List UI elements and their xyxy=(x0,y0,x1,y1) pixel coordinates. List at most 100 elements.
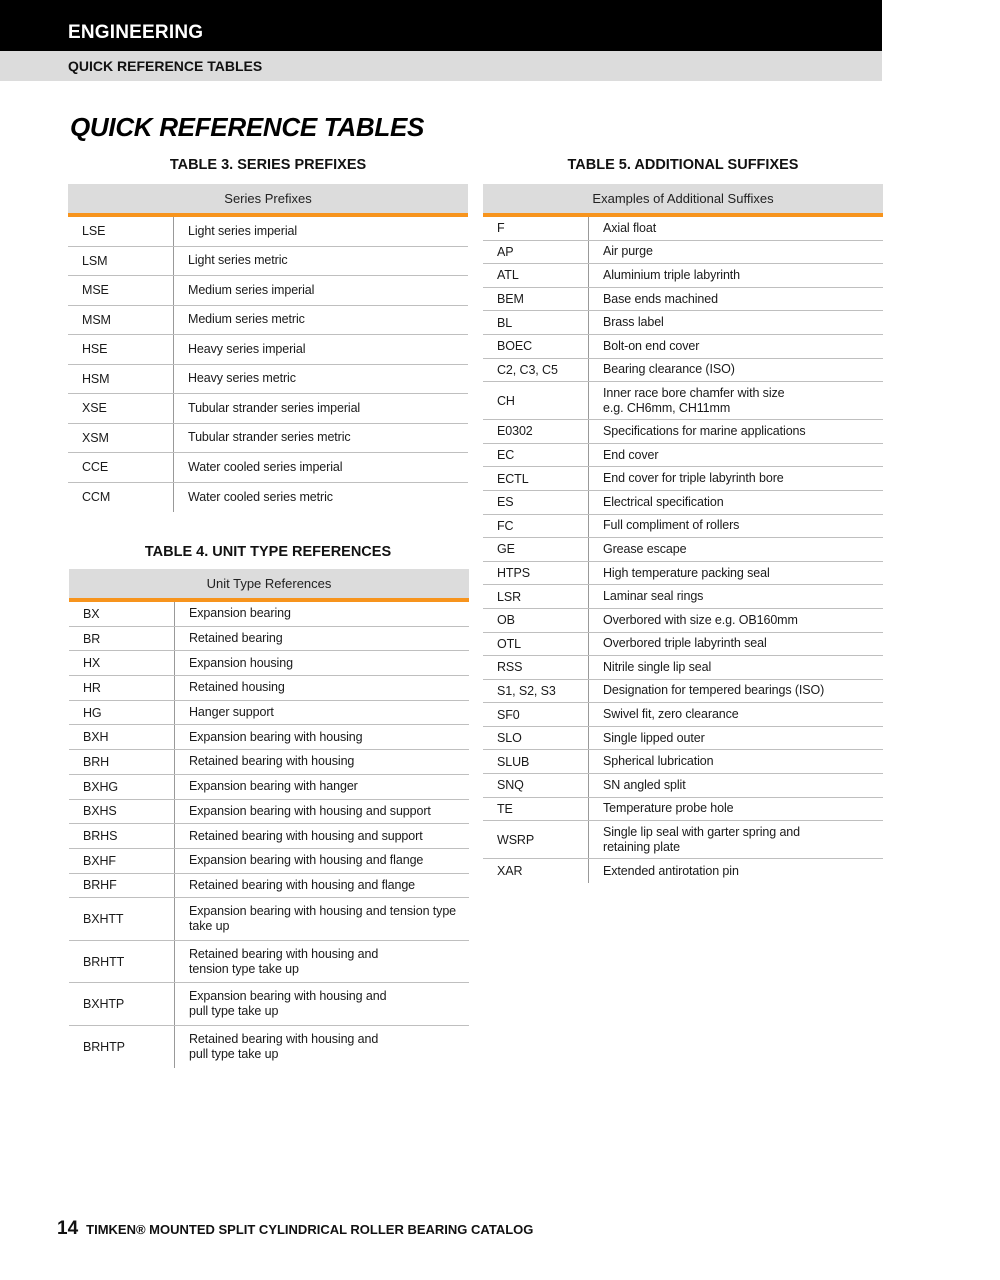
table-row: E0302 Specifications for marine applicati… xyxy=(483,420,883,444)
row-code: HTPS xyxy=(483,561,589,585)
row-description: Brass label xyxy=(603,315,664,330)
row-description: Retained bearing with housing and suppor… xyxy=(189,828,423,843)
subsection-title: QUICK REFERENCE TABLES xyxy=(68,58,263,74)
row-code: TE xyxy=(483,797,589,821)
row-description: Air purge xyxy=(603,244,653,259)
row-code: BXHF xyxy=(69,848,175,873)
row-description: Bolt-on end cover xyxy=(603,338,700,353)
row-code: XAR xyxy=(483,859,589,883)
row-description: Retained bearing with housing xyxy=(189,754,355,769)
table-row: BXHF Expansion bearing with housing and f… xyxy=(69,848,469,874)
row-code: BRHTP xyxy=(69,1025,175,1069)
row-description: Expansion bearing with housing and suppo… xyxy=(189,803,431,818)
row-code: BX xyxy=(69,602,175,626)
row-code: BEM xyxy=(483,287,589,311)
row-code: XSM xyxy=(68,423,174,452)
row-code: EC xyxy=(483,443,589,467)
row-code: GE xyxy=(483,538,589,561)
table4-header: Unit Type References xyxy=(69,569,469,602)
table-row: SLUB Spherical lubrication xyxy=(483,750,883,775)
table-row: TE Temperature probe hole xyxy=(483,797,883,822)
table-row: BR Retained bearing xyxy=(69,626,469,652)
row-description: Light series imperial xyxy=(188,223,298,238)
table-row: HSE Heavy series imperial xyxy=(68,335,468,365)
row-code: LSR xyxy=(483,585,589,608)
row-description: Retained bearing with housing and pull t… xyxy=(189,1032,379,1061)
row-code: BL xyxy=(483,311,589,334)
table-row: F Axial float xyxy=(483,217,883,241)
row-description: Designation for tempered bearings (ISO) xyxy=(603,683,825,698)
table-row: WSRP Single lip seal with garter spring a… xyxy=(483,821,883,860)
row-description: Retained bearing with housing and tensio… xyxy=(189,946,379,976)
table3-header: Series Prefixes xyxy=(68,184,468,217)
row-description: Water cooled series metric xyxy=(188,489,333,504)
row-description: Expansion bearing with housing and tensi… xyxy=(189,904,457,933)
row-description: Inner race bore chamfer with size e.g. C… xyxy=(603,385,785,415)
table4-caption: TABLE 4. UNIT TYPE REFERENCES xyxy=(144,544,392,560)
row-description: Water cooled series imperial xyxy=(188,459,343,474)
row-description: Base ends machined xyxy=(603,291,718,306)
table-row: SNQ SN angled split xyxy=(483,774,883,798)
row-description: Temperature probe hole xyxy=(603,801,734,816)
row-code: HR xyxy=(69,676,175,700)
row-description: Retained bearing xyxy=(189,631,283,646)
row-code: BXHTP xyxy=(69,983,175,1025)
row-code: SNQ xyxy=(483,774,589,797)
table-row: SLO Single lipped outer xyxy=(483,726,883,751)
table-row: BEM Base ends machined xyxy=(483,287,883,312)
row-description: Extended antirotation pin xyxy=(603,863,739,878)
catalog-title: TIMKEN® MOUNTED SPLIT CYLINDRICAL ROLLER… xyxy=(86,1222,534,1237)
row-description: Medium series metric xyxy=(188,312,305,327)
row-code: ES xyxy=(483,490,589,514)
table-row: GE Grease escape xyxy=(483,538,883,562)
row-code: SF0 xyxy=(483,703,589,726)
row-code: LSE xyxy=(68,217,174,246)
row-code: CH xyxy=(483,382,589,420)
row-description: Electrical specification xyxy=(603,494,724,509)
table-row: HR Retained housing xyxy=(69,676,469,701)
table-row: BXH Expansion bearing with housing xyxy=(69,725,469,751)
row-code: CCE xyxy=(68,453,174,482)
table-row: XAR Extended antirotation pin xyxy=(483,859,883,883)
row-description: Expansion bearing xyxy=(189,606,291,621)
section-header-bar: ENGINEERING xyxy=(0,0,882,51)
table-row: BL Brass label xyxy=(483,311,883,335)
row-code: BRHS xyxy=(69,824,175,848)
row-description: Swivel fit, zero clearance xyxy=(603,707,739,722)
row-description: High temperature packing seal xyxy=(603,565,770,580)
unit-type-references-table: Unit Type References BX Expansion bearing… xyxy=(69,569,469,1069)
table-row: CCE Water cooled series imperial xyxy=(68,453,468,483)
row-description: Overbored triple labyrinth seal xyxy=(603,636,767,651)
row-description: Full compliment of rollers xyxy=(603,518,740,533)
row-description: Retained housing xyxy=(189,680,285,695)
row-code: BXHS xyxy=(69,799,175,824)
row-description: Tubular strander series metric xyxy=(188,430,351,445)
page-title: QUICK REFERENCE TABLES xyxy=(70,112,425,142)
row-code: BXHTT xyxy=(69,898,175,940)
table-row: BX Expansion bearing xyxy=(69,602,469,627)
row-description: Hanger support xyxy=(189,705,274,720)
row-code: OTL xyxy=(483,632,589,656)
row-description: Heavy series imperial xyxy=(188,341,306,356)
table-row: BRHS Retained bearing with housing and su… xyxy=(69,824,469,849)
row-description: End cover for triple labyrinth bore xyxy=(603,471,784,486)
table-row: BXHTP Expansion bearing with housing and … xyxy=(69,983,469,1026)
row-description: Bearing clearance (ISO) xyxy=(603,362,735,377)
row-description: Tubular strander series imperial xyxy=(188,400,361,415)
row-code: RSS xyxy=(483,656,589,679)
row-code: FC xyxy=(483,514,589,538)
table5-caption: TABLE 5. ADDITIONAL SUFFIXES xyxy=(567,157,799,173)
row-description: Expansion bearing with hanger xyxy=(189,779,358,794)
row-code: XSE xyxy=(68,394,174,423)
row-code: HSM xyxy=(68,364,174,393)
table-row: XSE Tubular strander series imperial xyxy=(68,394,468,424)
row-code: BXHG xyxy=(69,774,175,799)
table-row: ATL Aluminium triple labyrinth xyxy=(483,264,883,288)
table-row: MSM Medium series metric xyxy=(68,305,468,335)
table-row: EC End cover xyxy=(483,443,883,468)
table-row: BXHTT Expansion bearing with housing and … xyxy=(69,898,469,941)
row-description: Retained bearing with housing and flange xyxy=(189,877,416,892)
subsection-header-bar: QUICK REFERENCE TABLES xyxy=(0,51,882,81)
table3-caption: TABLE 3. SERIES PREFIXES xyxy=(169,157,367,173)
row-code: AP xyxy=(483,240,589,264)
